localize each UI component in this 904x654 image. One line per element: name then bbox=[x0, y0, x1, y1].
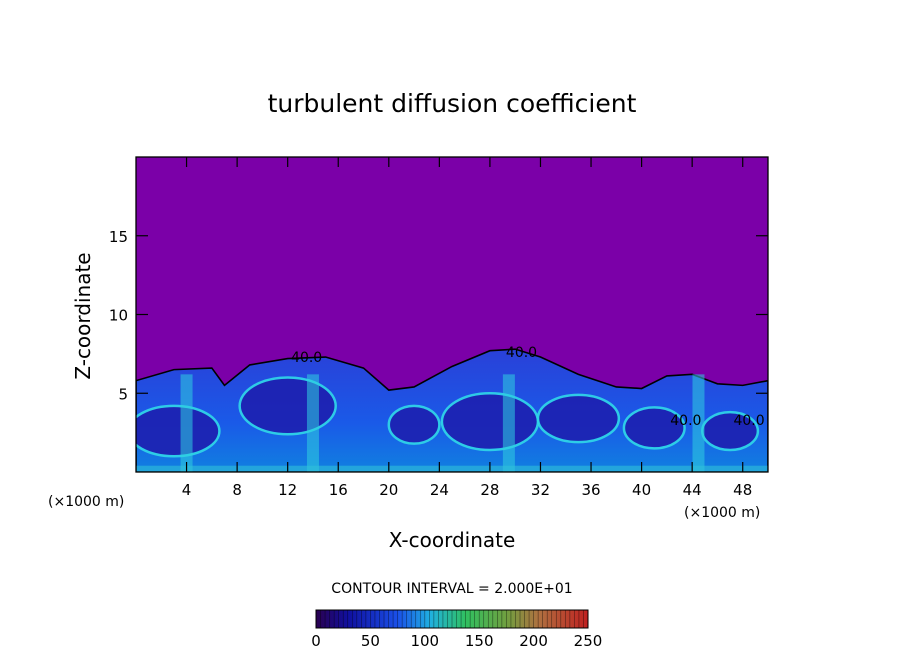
contour-label: 40.0 bbox=[291, 350, 322, 366]
updraft-plume bbox=[502, 374, 515, 472]
x-tick-label: 4 bbox=[182, 481, 192, 499]
eddy-cell bbox=[536, 393, 621, 444]
y-tick-label: 5 bbox=[118, 385, 128, 403]
y-tick-label: 15 bbox=[109, 228, 128, 246]
x-tick-label: 32 bbox=[531, 481, 550, 499]
x-tick-label: 48 bbox=[733, 481, 752, 499]
colorbar-tick-label: 200 bbox=[519, 632, 548, 650]
chart-title: turbulent diffusion coefficient bbox=[268, 89, 637, 118]
x-tick-label: 20 bbox=[379, 481, 398, 499]
eddy-cell bbox=[238, 376, 337, 436]
contour-label: 40.0 bbox=[670, 413, 701, 429]
x-tick-label: 36 bbox=[581, 481, 600, 499]
updraft-plume bbox=[692, 374, 705, 472]
surface-layer bbox=[136, 465, 768, 472]
contour-label: 40.0 bbox=[733, 413, 764, 429]
colorbar-tick-label: 250 bbox=[574, 632, 603, 650]
x-tick-label: 8 bbox=[232, 481, 242, 499]
updraft-plume bbox=[180, 374, 193, 472]
eddy-cell bbox=[136, 404, 221, 458]
x-tick-label: 24 bbox=[430, 481, 449, 499]
x-unit-label-left: (×1000 m) bbox=[48, 494, 124, 510]
x-axis-label: X-coordinate bbox=[389, 528, 516, 552]
x-tick-label: 28 bbox=[480, 481, 499, 499]
y-axis-label: Z-coordinate bbox=[71, 252, 95, 379]
eddy-cell bbox=[440, 392, 540, 452]
colorbar-tick-label: 50 bbox=[361, 632, 380, 650]
y-tick-label: 10 bbox=[109, 307, 128, 325]
x-unit-label-right: (×1000 m) bbox=[684, 505, 760, 521]
contour-label: 40.0 bbox=[506, 345, 537, 361]
eddy-cell bbox=[622, 406, 686, 450]
eddy-cell bbox=[387, 404, 441, 445]
colorbar-tick-label: 0 bbox=[311, 632, 321, 650]
contour-interval-label: CONTOUR INTERVAL = 2.000E+01 bbox=[331, 581, 572, 597]
x-tick-label: 44 bbox=[683, 481, 702, 499]
x-tick-label: 12 bbox=[278, 481, 297, 499]
colorbar-tick-label: 100 bbox=[410, 632, 439, 650]
updraft-plume bbox=[306, 374, 319, 472]
x-tick-label: 16 bbox=[329, 481, 348, 499]
colorbar-tick-label: 150 bbox=[465, 632, 494, 650]
x-tick-label: 40 bbox=[632, 481, 651, 499]
